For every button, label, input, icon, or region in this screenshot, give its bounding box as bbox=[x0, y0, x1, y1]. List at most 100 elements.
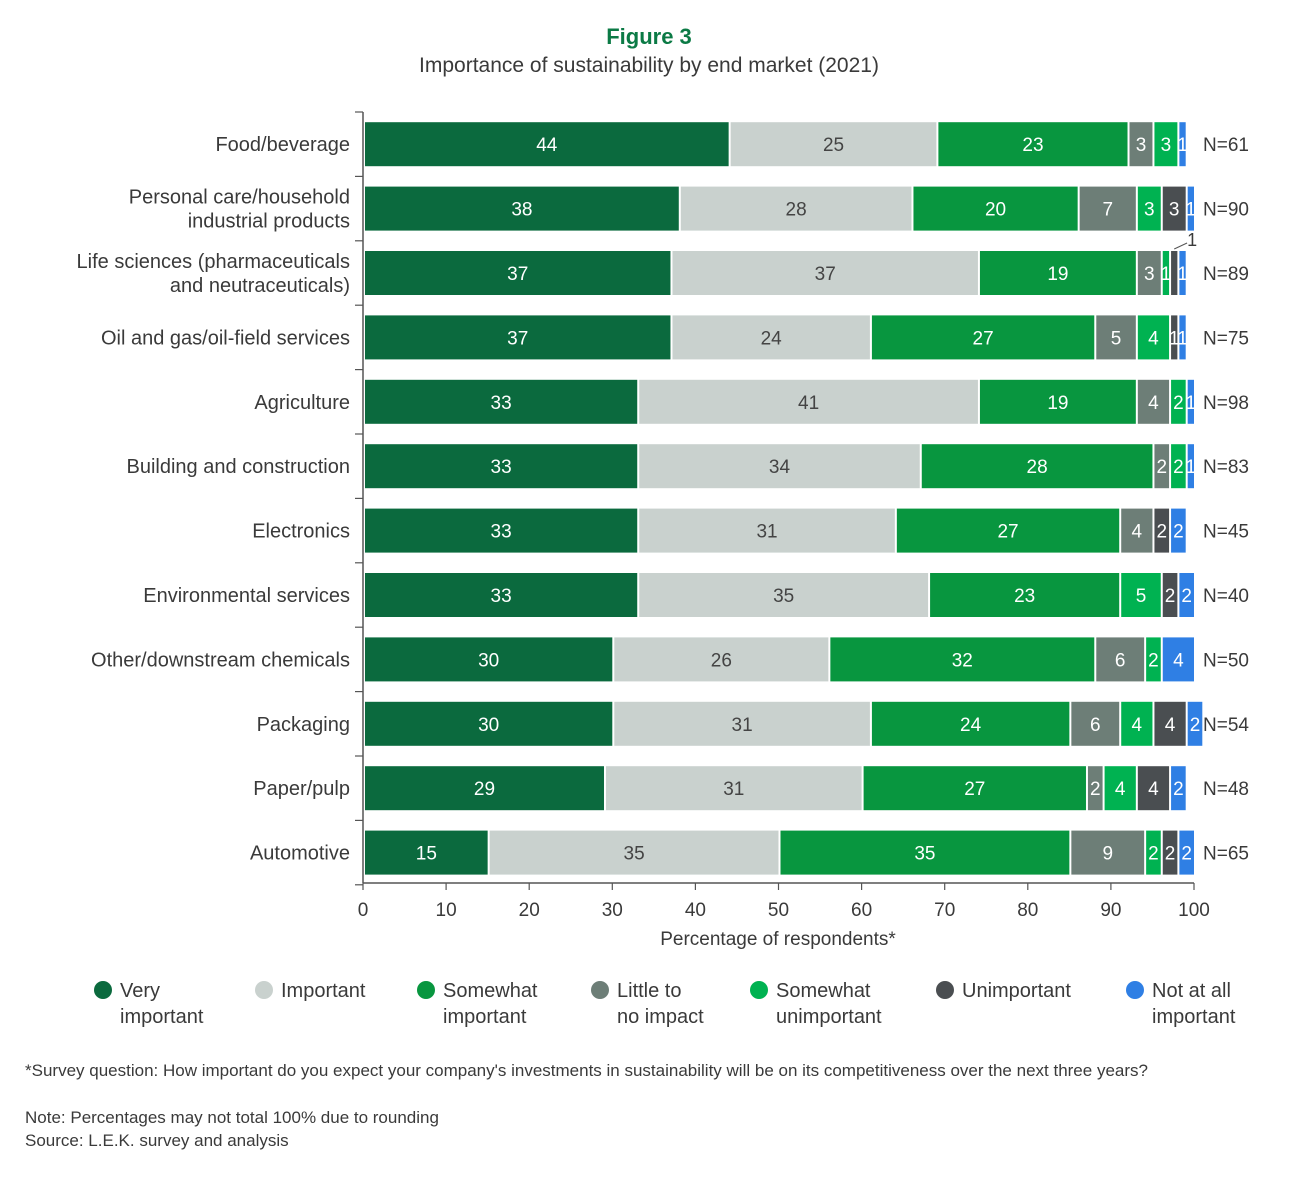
data-label: 34 bbox=[769, 457, 791, 478]
legend-item: Somewhat unimportant bbox=[750, 980, 882, 1028]
data-label: 3 bbox=[1136, 135, 1147, 156]
data-label: 2 bbox=[1148, 844, 1159, 865]
data-label: 7 bbox=[1102, 200, 1113, 221]
bar-segment bbox=[365, 315, 671, 360]
bar-segment bbox=[1171, 766, 1186, 811]
data-label: 1 bbox=[1186, 200, 1197, 221]
bar-segment bbox=[614, 637, 829, 682]
bar-segment bbox=[730, 122, 937, 167]
category-label: Electronics bbox=[252, 521, 350, 543]
data-label: 4 bbox=[1173, 650, 1184, 671]
data-label: 2 bbox=[1156, 522, 1167, 543]
bar-segment bbox=[1087, 766, 1103, 811]
data-label: 2 bbox=[1173, 457, 1184, 478]
legend-label: Very bbox=[120, 980, 160, 1002]
data-label: 1 bbox=[1187, 230, 1197, 250]
data-label: 2 bbox=[1165, 586, 1176, 607]
data-label: 37 bbox=[507, 328, 528, 349]
data-label: 1 bbox=[1177, 135, 1188, 156]
callout-line bbox=[1174, 242, 1188, 250]
bar-segment bbox=[830, 637, 1095, 682]
data-label: 2 bbox=[1148, 650, 1159, 671]
bar-row: Oil and gas/oil-field services 37 24 27 5 4 11… bbox=[101, 315, 1249, 360]
bar-row: Automotive 15 35 35 9 2 2 2 N=65 bbox=[250, 830, 1249, 875]
data-label: 37 bbox=[507, 264, 528, 285]
bar-segment bbox=[1121, 701, 1153, 746]
data-label: 44 bbox=[536, 135, 558, 156]
data-label: 23 bbox=[1022, 135, 1043, 156]
data-label: 28 bbox=[1027, 457, 1048, 478]
bar-segment bbox=[365, 444, 638, 489]
data-label: 15 bbox=[416, 844, 437, 865]
data-label: 31 bbox=[756, 522, 777, 543]
bar-segment bbox=[605, 766, 862, 811]
data-label: 24 bbox=[960, 715, 982, 736]
data-label: 41 bbox=[798, 393, 819, 414]
bar-segment bbox=[365, 637, 613, 682]
bar-segment bbox=[921, 444, 1153, 489]
data-label: 4 bbox=[1132, 715, 1143, 736]
data-label: 33 bbox=[491, 522, 512, 543]
x-tick-label: 80 bbox=[1017, 900, 1038, 921]
bar-segment bbox=[1071, 830, 1145, 875]
x-tick-label: 20 bbox=[519, 900, 540, 921]
data-label: 4 bbox=[1115, 779, 1126, 800]
bar-segment bbox=[1137, 766, 1170, 811]
data-label: 2 bbox=[1173, 522, 1184, 543]
category-label: Food/beverage bbox=[215, 134, 350, 156]
bar-segment bbox=[1146, 830, 1161, 875]
bar-segment bbox=[489, 830, 779, 875]
bar-segment bbox=[1162, 830, 1178, 875]
bar-segment bbox=[1171, 508, 1186, 553]
legend-item: Somewhat important bbox=[417, 980, 538, 1028]
sample-size-label: N=54 bbox=[1203, 715, 1249, 736]
data-label: 19 bbox=[1047, 264, 1068, 285]
bar-segment bbox=[1129, 122, 1153, 167]
footnote-survey-question: *Survey question: How important do you e… bbox=[25, 1061, 1148, 1080]
bar-row: Packaging 30 31 24 6 4 4 2 N=54 bbox=[257, 701, 1249, 746]
x-tick-label: 70 bbox=[934, 900, 955, 921]
category-label: Personal care/household bbox=[129, 187, 350, 209]
bar-segment bbox=[365, 830, 488, 875]
x-tick-label: 50 bbox=[768, 900, 789, 921]
legend-item: Little to no impact bbox=[591, 980, 704, 1028]
bar-segment bbox=[1179, 573, 1194, 617]
sample-size-label: N=83 bbox=[1203, 457, 1249, 478]
data-label: 32 bbox=[952, 650, 973, 671]
x-tick-label: 30 bbox=[602, 900, 623, 921]
bar-segment bbox=[1121, 573, 1161, 617]
bar-segment bbox=[1171, 444, 1186, 489]
category-label: Oil and gas/oil-field services bbox=[101, 327, 350, 349]
bar-segment bbox=[871, 701, 1070, 746]
footnote-note: Note: Percentages may not total 100% due… bbox=[25, 1108, 439, 1127]
bar-segment bbox=[1146, 637, 1161, 682]
data-label: 24 bbox=[761, 328, 783, 349]
sample-size-label: N=90 bbox=[1203, 200, 1249, 221]
bar-segment bbox=[1096, 315, 1136, 360]
bar-segment bbox=[1187, 444, 1194, 489]
data-label: 28 bbox=[786, 200, 807, 221]
category-label: industrial products bbox=[188, 211, 350, 233]
bar-row: Food/beverage 44 25 23 3 3 1 N=61 bbox=[215, 122, 1249, 167]
bar-segment bbox=[365, 251, 671, 295]
data-label: 35 bbox=[914, 844, 935, 865]
bar-segment bbox=[1179, 122, 1186, 167]
sample-size-label: N=48 bbox=[1203, 779, 1249, 800]
bar-segment bbox=[979, 251, 1136, 295]
data-label: 31 bbox=[732, 715, 753, 736]
data-label: 4 bbox=[1132, 522, 1143, 543]
bar-segment bbox=[938, 122, 1128, 167]
bar-segment bbox=[1137, 379, 1170, 424]
bar-segment bbox=[930, 573, 1120, 617]
legend-swatch bbox=[936, 981, 954, 999]
data-label: 25 bbox=[823, 135, 844, 156]
bar-row: Agriculture 33 41 19 4 2 1 N=98 bbox=[254, 379, 1249, 424]
data-label: 1 bbox=[1186, 457, 1197, 478]
sample-size-label: N=65 bbox=[1203, 844, 1249, 865]
category-label: Building and construction bbox=[127, 456, 350, 478]
data-label: 33 bbox=[491, 586, 512, 607]
bar-segment bbox=[1137, 315, 1170, 360]
bar-segment bbox=[1162, 186, 1186, 231]
bar-segment bbox=[1137, 186, 1161, 231]
